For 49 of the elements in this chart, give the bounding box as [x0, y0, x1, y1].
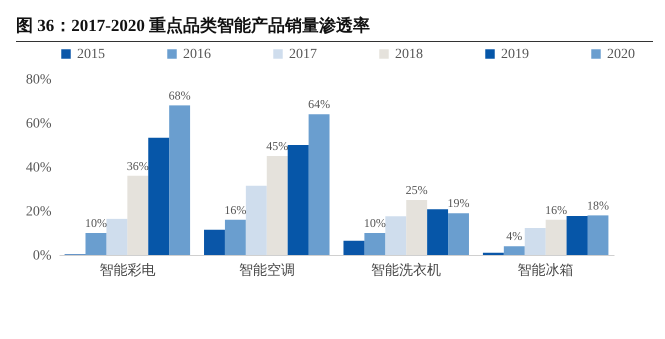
bar [246, 186, 267, 255]
legend-label: 2019 [501, 47, 529, 62]
bar [169, 105, 190, 255]
legend-label: 2016 [183, 47, 211, 62]
legend-label: 2020 [607, 47, 635, 62]
bar [504, 246, 525, 255]
bar [546, 220, 567, 255]
y-tick-label: 40% [26, 160, 52, 176]
data-label: 18% [586, 198, 609, 212]
bar [406, 200, 428, 255]
bar [224, 220, 246, 255]
bar [385, 216, 406, 255]
x-tick-label: 智能空调 [238, 262, 295, 278]
x-tick-label: 智能冰箱 [518, 262, 574, 278]
chart-title: 图 36：2017-2020 重点品类智能产品销量渗透率 [16, 14, 653, 42]
y-tick-label: 20% [26, 204, 52, 220]
bar [204, 230, 225, 255]
data-label: 10% [364, 216, 386, 230]
bar [106, 218, 128, 255]
bar [148, 138, 170, 255]
bar [364, 233, 386, 255]
data-label: 45% [266, 139, 288, 153]
legend-label: 2015 [77, 47, 105, 62]
data-label: 64% [308, 97, 330, 112]
data-label: 68% [168, 88, 191, 102]
bar [566, 216, 588, 255]
bar [85, 233, 106, 255]
bar [127, 176, 148, 255]
bar [266, 156, 288, 255]
x-tick-label: 智能洗衣机 [371, 262, 442, 278]
x-tick-label: 智能彩电 [99, 262, 156, 278]
bar [308, 114, 330, 255]
y-tick-label: 60% [26, 116, 52, 132]
data-label: 16% [224, 202, 246, 217]
bar [343, 240, 364, 255]
bar [288, 145, 309, 255]
bar [427, 209, 448, 255]
data-label: 10% [84, 216, 107, 230]
bar [588, 215, 608, 255]
legend-label: 2018 [395, 47, 423, 62]
data-label: 16% [545, 202, 568, 217]
data-label: 4% [506, 229, 522, 244]
data-label: 19% [448, 196, 470, 210]
y-tick-label: 80% [26, 72, 52, 88]
bar [524, 228, 546, 255]
legend-label: 2017 [289, 47, 317, 62]
data-label: 25% [406, 183, 428, 197]
bar [448, 213, 469, 255]
y-tick-label: 0% [32, 248, 52, 264]
